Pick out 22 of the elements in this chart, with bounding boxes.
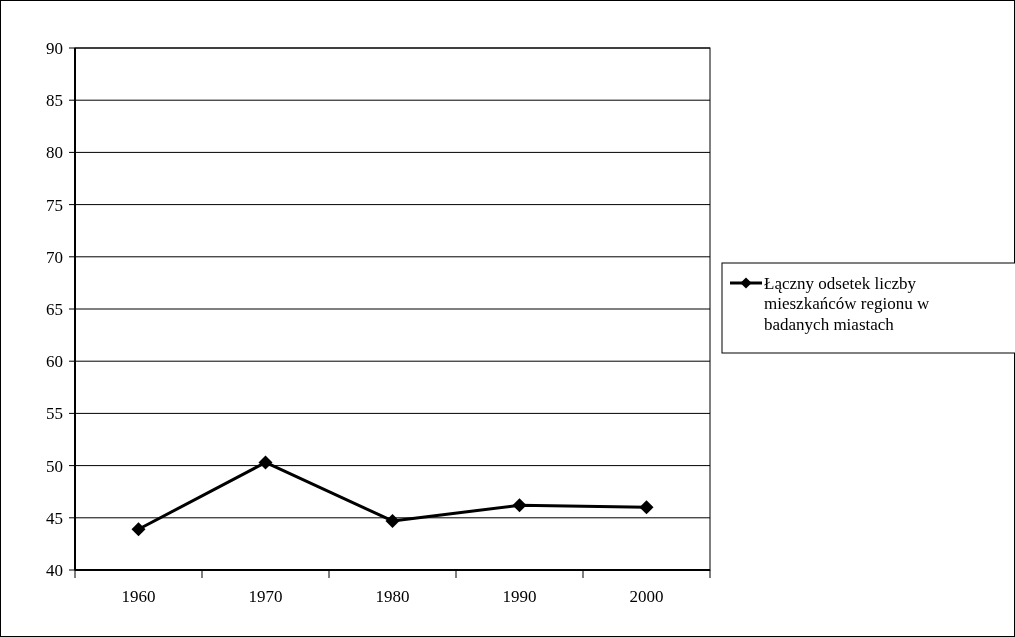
legend-label: Łączny odsetek liczby mieszkańców regionu w badanych miastach — [764, 273, 930, 334]
point — [131, 522, 146, 537]
x-tick-label: 2000 — [629, 587, 664, 606]
y-tick-label: 65 — [46, 299, 63, 319]
y-tick-label: 40 — [46, 560, 63, 580]
x-tick-label: 1970 — [248, 587, 283, 606]
y-tick-label: 50 — [46, 456, 63, 476]
y-tick-label: 75 — [46, 195, 63, 215]
point — [385, 513, 400, 528]
y-tick-label: 80 — [46, 143, 63, 163]
y-tick-label: 70 — [46, 247, 63, 267]
x-tick-label: 1980 — [375, 587, 410, 606]
y-tick-label: 45 — [46, 508, 63, 528]
y-tick-label: 90 — [46, 38, 63, 58]
x-tick-label: 1960 — [121, 587, 156, 606]
point — [512, 498, 527, 513]
x-tick-label: 1990 — [502, 587, 537, 606]
point — [258, 455, 273, 470]
y-tick-label: 85 — [46, 91, 63, 111]
point — [639, 500, 654, 515]
y-tick-label: 55 — [46, 404, 63, 424]
y-tick-label: 60 — [46, 352, 63, 372]
